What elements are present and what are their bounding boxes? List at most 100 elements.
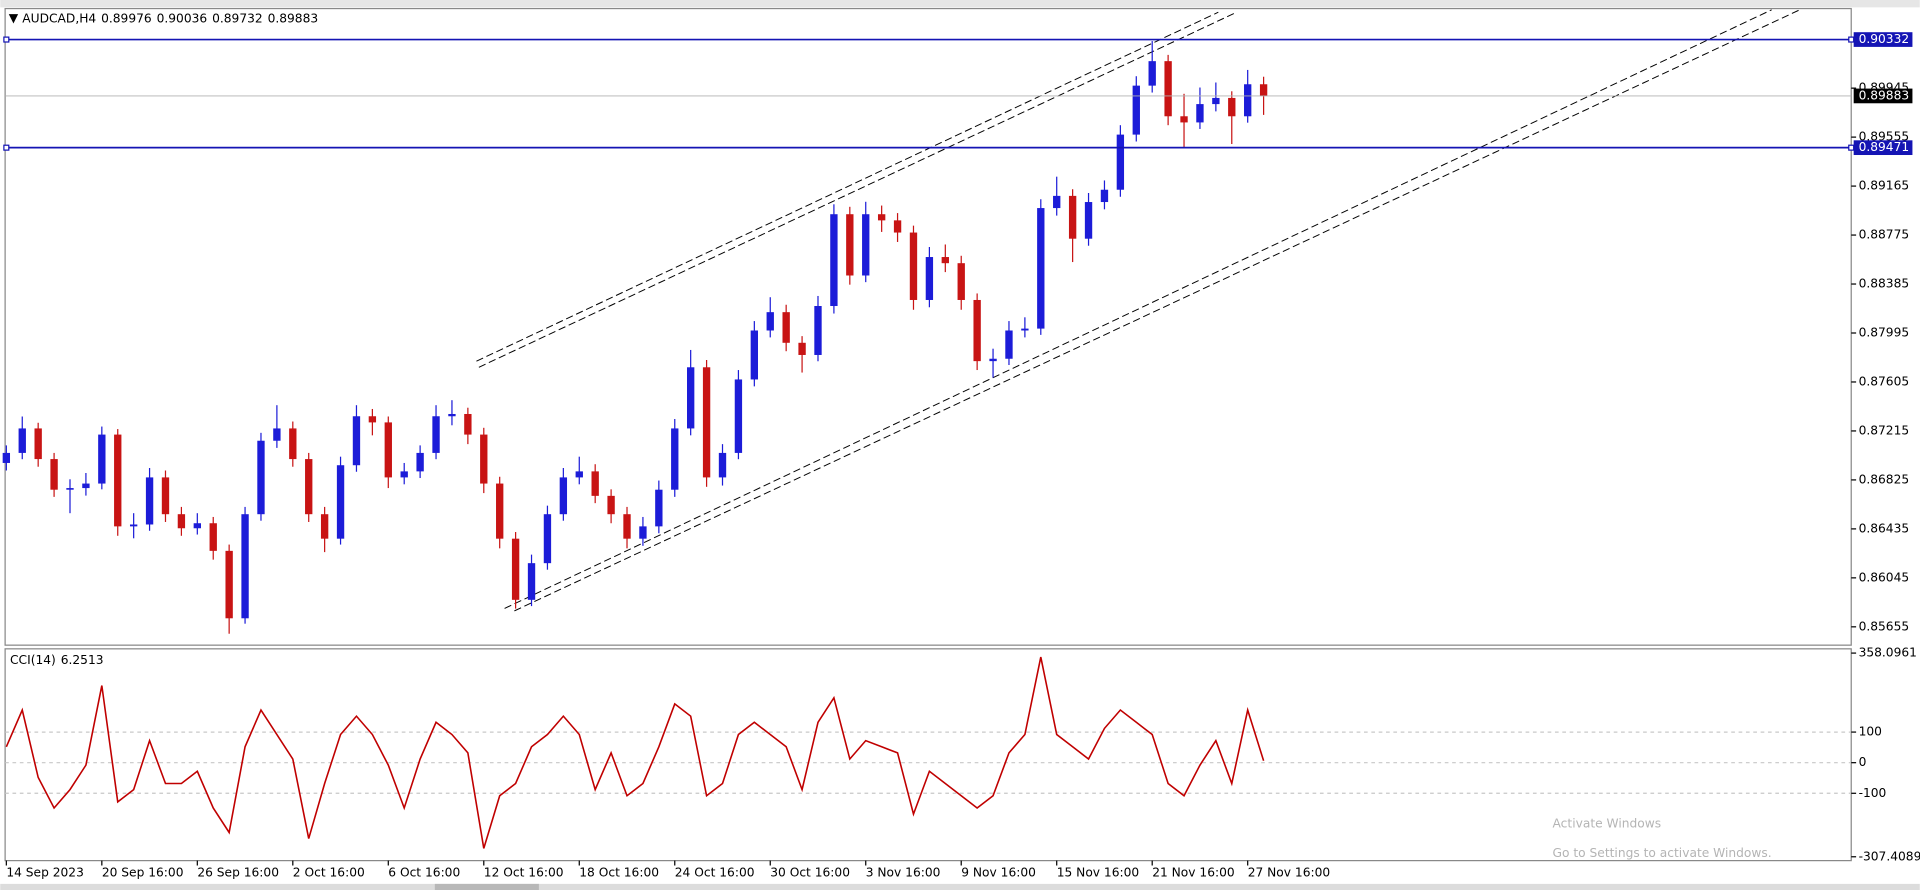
x-tick-label: 12 Oct 16:00: [484, 865, 564, 879]
candle-body: [559, 477, 568, 515]
x-tick-label: 2 Oct 16:00: [293, 865, 365, 879]
y-tick-label: 0.86825: [1859, 472, 1910, 486]
candle-body: [798, 342, 806, 355]
candle-body: [289, 428, 297, 460]
candle-body: [496, 483, 504, 539]
scroll-thumb[interactable]: [434, 883, 539, 890]
candle-body: [464, 413, 472, 435]
open: 0.89976: [101, 11, 152, 25]
x-tick-label: 18 Oct 16:00: [579, 865, 659, 879]
y-tick-label: 358.0961: [1859, 646, 1917, 660]
candle-body: [352, 416, 361, 466]
chart-header: AUDCAD,H4 0.89976 0.90036 0.89732 0.89883: [22, 11, 318, 25]
x-tick-label: 30 Oct 16:00: [770, 865, 850, 879]
candle-body: [591, 471, 599, 496]
candle-body: [480, 434, 488, 484]
candle-body: [2, 452, 11, 463]
y-tick-label: 0.87995: [1859, 326, 1910, 340]
candle-body: [209, 523, 217, 551]
candle-body: [1053, 195, 1061, 209]
y-tick-label: -307.4089: [1859, 849, 1920, 863]
candle-body: [671, 428, 679, 490]
candle-body: [305, 459, 313, 515]
candle-body: [18, 428, 26, 453]
level-label-box: [1853, 32, 1913, 47]
y-tick-label: 0.88385: [1859, 277, 1910, 291]
candle-body: [448, 413, 456, 417]
candle-body: [320, 514, 329, 539]
candle-body: [114, 434, 122, 527]
candle-body: [241, 514, 249, 619]
main-panel: [4, 7, 1852, 646]
candle-body: [909, 232, 918, 300]
candle-body: [50, 459, 58, 490]
tab-bar: [0, 0, 1920, 8]
y-tick-label: 0: [1859, 755, 1867, 769]
candle-body: [1084, 202, 1093, 239]
candle-body: [336, 465, 345, 539]
indicator-value: 6.2513: [61, 652, 104, 666]
scrollbar[interactable]: [0, 883, 1920, 890]
candle-body: [384, 422, 392, 478]
level-handle: [1848, 144, 1855, 151]
candle-body: [766, 312, 774, 331]
trendline: [476, 11, 1219, 362]
indicator-header: CCI(14) 6.2513: [10, 652, 104, 666]
candle-body: [623, 514, 631, 539]
x-tick-label: 26 Sep 16:00: [197, 865, 279, 879]
bid-label: 0.89883: [1859, 88, 1910, 102]
level-label-box: [1853, 140, 1913, 156]
cci-line: [5, 656, 1265, 849]
candle-body: [145, 477, 154, 525]
level-handle: [3, 36, 10, 43]
y-tick-label: 100: [1859, 725, 1882, 739]
candle-body: [655, 489, 663, 527]
candle-body: [1100, 189, 1109, 203]
x-tick-label: 3 Nov 16:00: [866, 865, 941, 879]
candle-body: [1005, 330, 1013, 359]
y-tick-label: 0.88775: [1859, 228, 1910, 242]
candle-body: [687, 367, 695, 429]
candle-body: [973, 299, 981, 362]
x-tick-label: 6 Oct 16:00: [388, 865, 460, 879]
y-tick-label: 0.86435: [1859, 521, 1910, 535]
candle-body: [989, 358, 997, 362]
trendline: [514, 9, 1801, 612]
candle-body: [1068, 195, 1077, 239]
candle-body: [814, 306, 822, 355]
y-tick-label: 0.87605: [1859, 374, 1910, 388]
candle-body: [702, 367, 711, 478]
watermark-title: Activate Windows: [1553, 816, 1662, 830]
x-tick-label: 21 Nov 16:00: [1152, 865, 1234, 879]
x-tick-label: 15 Nov 16:00: [1057, 865, 1139, 879]
candle-body: [1180, 116, 1188, 123]
y-tick-label: 0.86045: [1859, 570, 1910, 584]
candle-body: [1228, 97, 1236, 117]
close: 0.89883: [268, 11, 319, 25]
candle-body: [66, 488, 74, 490]
candle-body: [575, 471, 583, 478]
candle-body: [543, 514, 552, 564]
y-tick-label: -100: [1859, 786, 1887, 800]
candle-body: [416, 452, 424, 472]
candle-body: [1132, 85, 1140, 135]
candle-body: [177, 514, 186, 529]
candle-body: [639, 526, 647, 539]
candle-body: [34, 428, 42, 460]
candle-body: [1116, 134, 1125, 190]
candle-body: [750, 330, 759, 380]
y-tick-label: 0.89165: [1859, 179, 1910, 193]
candle-body: [98, 434, 106, 484]
candle-body: [1021, 328, 1029, 331]
candle-body: [607, 495, 615, 515]
menu-arrow[interactable]: ▼: [9, 11, 19, 25]
level-label: 0.89471: [1859, 140, 1910, 154]
candle-body: [734, 379, 743, 453]
candle-body: [225, 550, 233, 619]
candle-body: [82, 483, 90, 489]
candle-body: [830, 214, 838, 307]
candle-body: [273, 428, 281, 441]
